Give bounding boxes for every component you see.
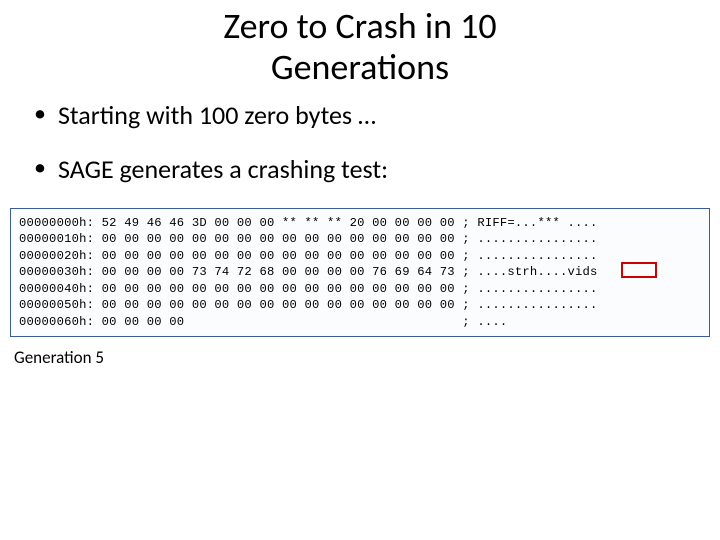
slide-root: Zero to Crash in 10 Generations • Starti… <box>0 0 720 540</box>
hex-row: 00000050h: 00 00 00 00 00 00 00 00 00 00… <box>19 297 703 313</box>
bullet-text-2: SAGE generates a crashing test: <box>58 153 388 186</box>
bullet-item: • SAGE generates a crashing test: <box>34 153 720 186</box>
bullet-item: • Starting with 100 zero bytes … <box>34 99 720 132</box>
bullet-list: • Starting with 100 zero bytes … • SAGE … <box>0 99 720 186</box>
slide-title: Zero to Crash in 10 Generations <box>0 0 720 89</box>
hex-row: 00000060h: 00 00 00 00 ; .... <box>19 314 703 330</box>
hex-row: 00000010h: 00 00 00 00 00 00 00 00 00 00… <box>19 231 703 247</box>
bullet-dot-icon: • <box>34 99 46 129</box>
bullet-text-1: Starting with 100 zero bytes … <box>58 99 376 132</box>
hex-row: 00000000h: 52 49 46 46 3D 00 00 00 ** **… <box>19 215 703 231</box>
generation-label: Generation 5 <box>14 347 720 368</box>
title-line-2: Generations <box>271 45 449 89</box>
hex-row: 00000020h: 00 00 00 00 00 00 00 00 00 00… <box>19 248 703 264</box>
title-line-1: Zero to Crash in 10 <box>223 4 496 48</box>
hex-row: 00000040h: 00 00 00 00 00 00 00 00 00 00… <box>19 281 703 297</box>
bullet-dot-icon: • <box>34 153 46 183</box>
hex-row: 00000030h: 00 00 00 00 73 74 72 68 00 00… <box>19 264 703 280</box>
hex-dump-box: 00000000h: 52 49 46 46 3D 00 00 00 ** **… <box>10 208 710 337</box>
